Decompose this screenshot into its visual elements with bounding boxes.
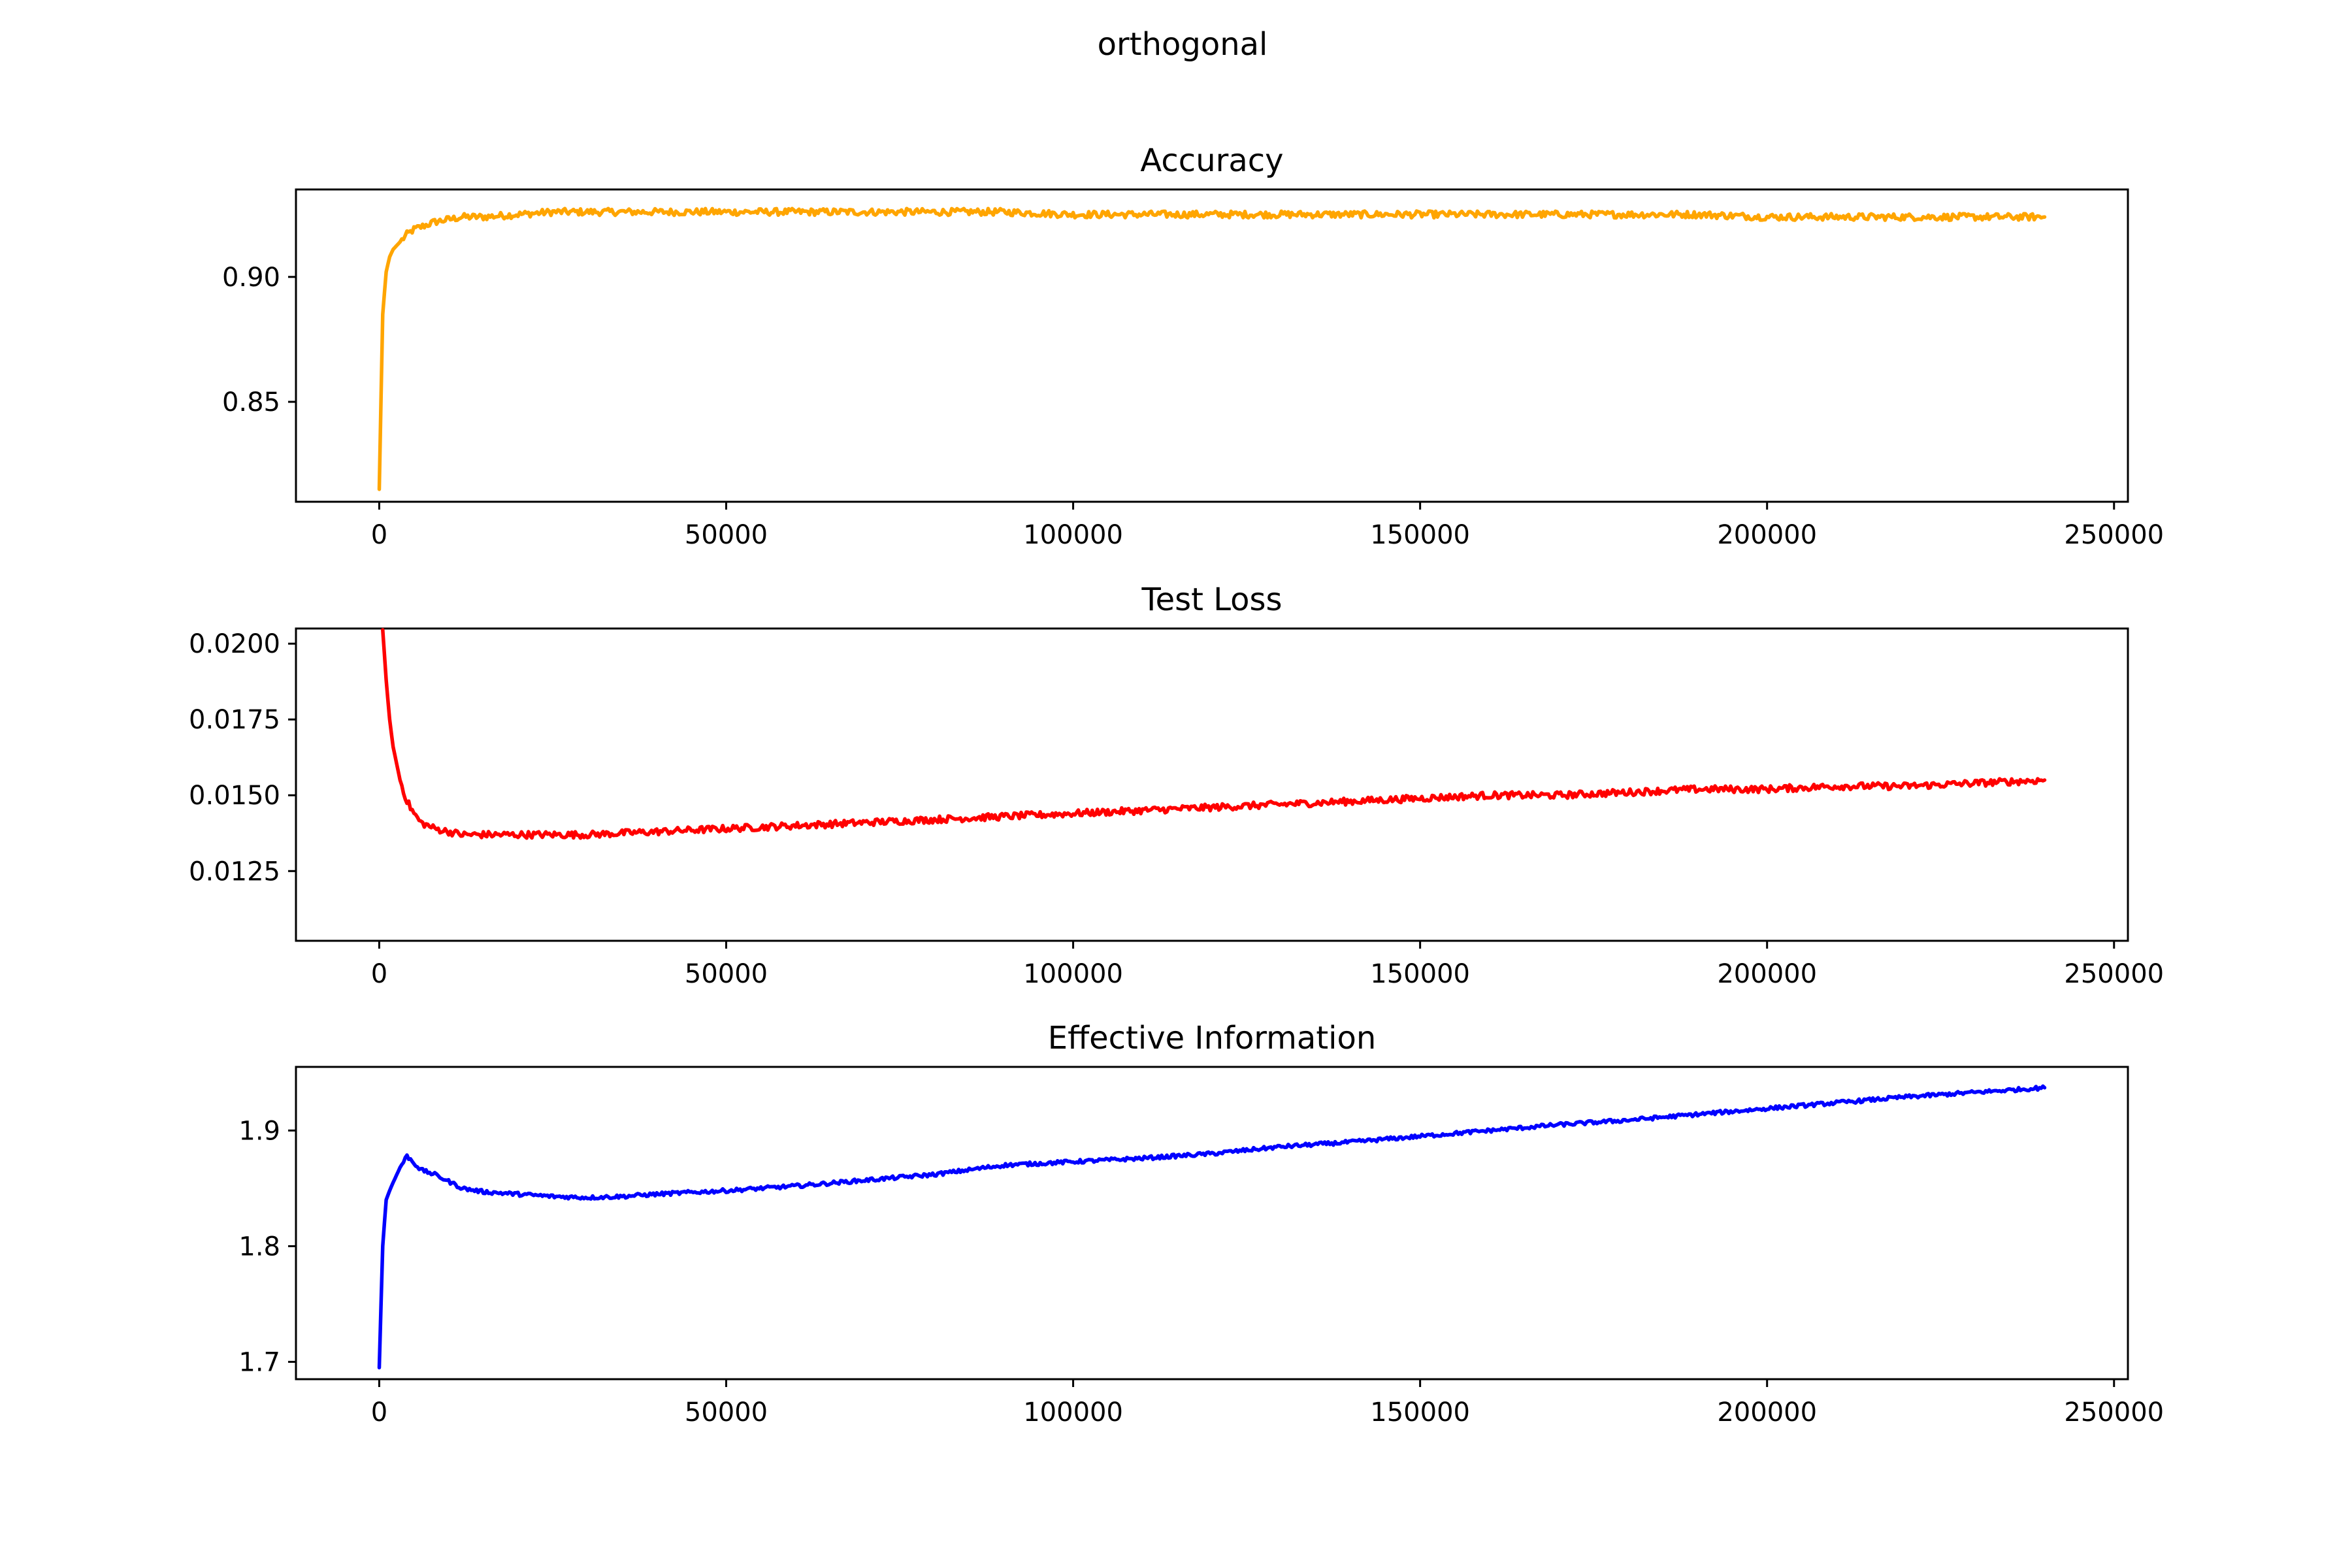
effective-information-y-tick-label: 1.7 (238, 1347, 280, 1377)
accuracy-title: Accuracy (1140, 142, 1283, 179)
accuracy-y-tick-label: 0.90 (222, 263, 280, 293)
effective-information-x-tick-label: 200000 (1717, 1397, 1817, 1428)
effective-information-plot-frame (295, 1066, 2129, 1380)
accuracy-x-tick-label: 150000 (1370, 520, 1470, 550)
effective-information-series-line (377, 1084, 2047, 1370)
test-loss-y-tick-label: 0.0200 (189, 629, 280, 659)
test-loss-x-tick-label: 250000 (2064, 959, 2164, 989)
accuracy-x-axis: 0 50000 100000 150000 200000 250000 (371, 502, 2164, 550)
accuracy-x-tick-label: 100000 (1023, 520, 1123, 550)
test-loss-plot-frame (295, 627, 2129, 942)
test-loss-y-tick-label: 0.0175 (189, 705, 280, 735)
accuracy-series-line (377, 206, 2047, 491)
effective-information-x-tick-label: 50000 (685, 1397, 768, 1428)
effective-information-y-tick-label: 1.9 (238, 1116, 280, 1146)
accuracy-x-tick-label: 0 (371, 520, 387, 550)
test-loss-x-tick-label: 50000 (685, 959, 768, 989)
subplot-effective-information: Effective Information 0 50000 100000 150000… (238, 1020, 2164, 1428)
subplot-accuracy: Accuracy 0 50000 100000 150000 200000 250000 … (222, 142, 2164, 550)
effective-information-title: Effective Information (1048, 1020, 1377, 1056)
accuracy-x-tick-label: 200000 (1717, 520, 1817, 550)
effective-information-y-tick-label: 1.8 (238, 1232, 280, 1262)
accuracy-x-tick-label: 50000 (685, 520, 768, 550)
test-loss-x-tick-label: 0 (371, 959, 387, 989)
accuracy-plot-frame (295, 188, 2129, 503)
test-loss-x-axis: 0 50000 100000 150000 200000 250000 (371, 941, 2164, 989)
figure-title: orthogonal (1098, 26, 1268, 63)
test-loss-title: Test Loss (1141, 581, 1282, 618)
effective-information-x-tick-label: 250000 (2064, 1397, 2164, 1428)
test-loss-y-axis: 0.0125 0.0150 0.0175 0.0200 (189, 629, 296, 887)
accuracy-x-tick-label: 250000 (2064, 520, 2164, 550)
accuracy-y-tick-label: 0.85 (222, 387, 280, 417)
test-loss-series-line (381, 628, 2047, 840)
effective-information-x-tick-label: 150000 (1370, 1397, 1470, 1428)
test-loss-y-tick-label: 0.0125 (189, 857, 280, 887)
accuracy-y-axis: 0.85 0.90 (222, 263, 296, 417)
test-loss-y-tick-label: 0.0150 (189, 781, 280, 811)
test-loss-x-tick-label: 150000 (1370, 959, 1470, 989)
effective-information-x-tick-label: 0 (371, 1397, 387, 1428)
test-loss-x-tick-label: 100000 (1023, 959, 1123, 989)
subplot-test-loss: Test Loss 0 50000 100000 150000 200000 250000… (189, 581, 2164, 989)
test-loss-x-tick-label: 200000 (1717, 959, 1817, 989)
effective-information-x-tick-label: 100000 (1023, 1397, 1123, 1428)
effective-information-y-axis: 1.7 1.8 1.9 (238, 1116, 296, 1377)
effective-information-x-axis: 0 50000 100000 150000 200000 250000 (371, 1379, 2164, 1428)
